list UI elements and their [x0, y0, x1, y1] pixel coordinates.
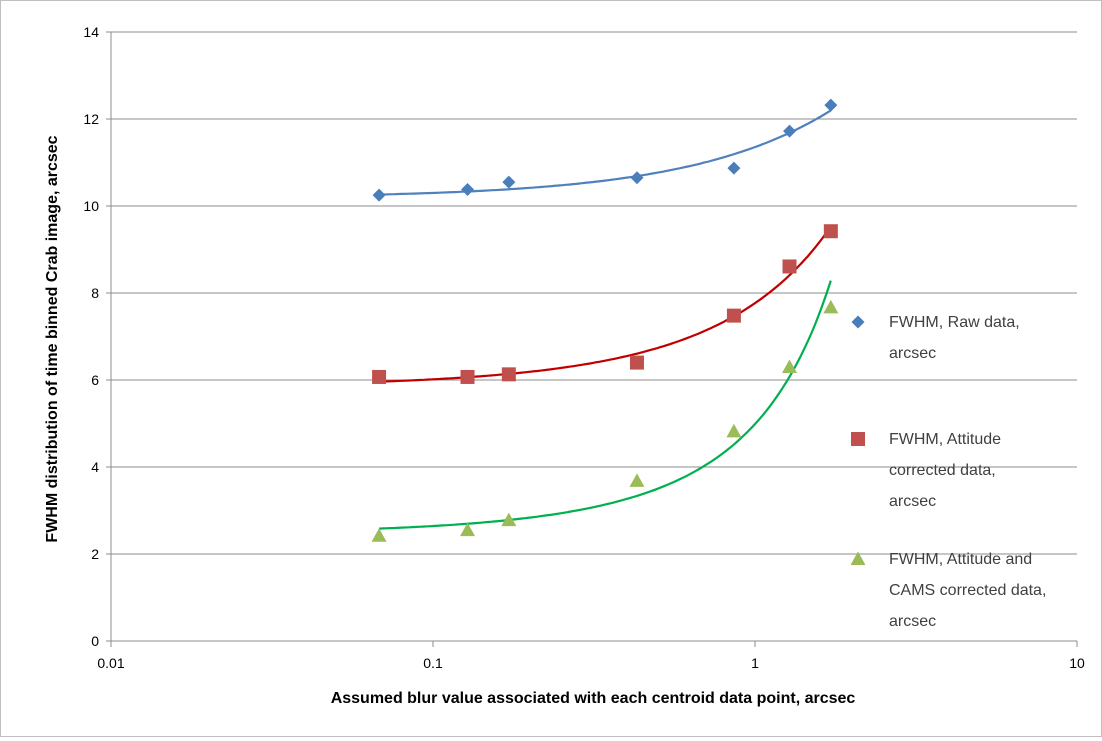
- legend-marker-series-2: [851, 432, 865, 446]
- y-axis-title: FWHM distribution of time binned Crab im…: [44, 135, 61, 542]
- legend-label-series-3: FWHM, Attitude and CAMS corrected data, ar…: [889, 551, 1046, 630]
- y-tick-label-7: 14: [83, 24, 99, 40]
- point-series-3-5: [726, 423, 742, 438]
- point-series-2-7: [823, 224, 838, 239]
- legend-label-series-1: FWHM, Raw data, arcsec: [889, 314, 1020, 362]
- y-tick-label-4: 8: [91, 285, 99, 301]
- data-points: [371, 98, 839, 542]
- trendlines: [379, 109, 832, 530]
- point-series-1-6: [783, 124, 797, 138]
- point-series-1-4: [630, 171, 644, 185]
- legend-marker-series-1: [851, 315, 865, 329]
- legend: FWHM, Raw data, arcsec FWHM, Attitude corre…: [850, 314, 1046, 630]
- point-series-1-1: [372, 188, 386, 202]
- x-tick-label-3: 10: [1069, 655, 1085, 671]
- point-series-2-4: [629, 355, 644, 370]
- y-tick-label-5: 10: [83, 198, 99, 214]
- y-tick-label-3: 6: [91, 372, 99, 388]
- y-tick-label-2: 4: [91, 459, 99, 475]
- point-series-2-3: [501, 367, 516, 382]
- point-series-3-4: [629, 473, 645, 487]
- y-tick-label-1: 2: [91, 546, 99, 562]
- legend-label-series-2: FWHM, Attitude corrected data, arcsec: [889, 431, 1001, 510]
- point-series-1-2: [461, 182, 475, 196]
- x-tick-label-2: 1: [751, 655, 759, 671]
- point-series-3-2: [460, 522, 476, 537]
- point-series-1-3: [502, 175, 516, 189]
- point-series-2-2: [460, 369, 475, 384]
- point-series-3-1: [371, 528, 387, 542]
- x-tick-label-1: 0.1: [423, 655, 443, 671]
- x-axis-title: Assumed blur value associated with each …: [331, 690, 856, 707]
- point-series-2-6: [782, 259, 797, 274]
- trendline-series-2: [379, 225, 832, 383]
- point-series-3-3: [501, 512, 517, 527]
- trendline-series-1: [379, 109, 832, 196]
- y-tick-label-6: 12: [83, 111, 99, 127]
- point-series-3-7: [823, 299, 839, 314]
- point-series-1-5: [727, 161, 741, 175]
- point-series-3-6: [782, 359, 798, 373]
- x-tick-label-0: 0.01: [97, 655, 124, 671]
- point-series-1-7: [824, 98, 838, 112]
- y-tick-labels: 0 2 4 6 8 10 12 14: [83, 24, 99, 649]
- point-series-2-1: [372, 369, 387, 384]
- gridlines: [111, 31, 1077, 555]
- trendline-series-3: [379, 280, 832, 530]
- x-tick-labels: 0.01 0.1 1 10: [97, 655, 1085, 671]
- axes: [106, 31, 1078, 647]
- y-tick-label-0: 0: [91, 633, 99, 649]
- point-series-2-5: [726, 308, 741, 323]
- legend-marker-series-3: [850, 551, 866, 565]
